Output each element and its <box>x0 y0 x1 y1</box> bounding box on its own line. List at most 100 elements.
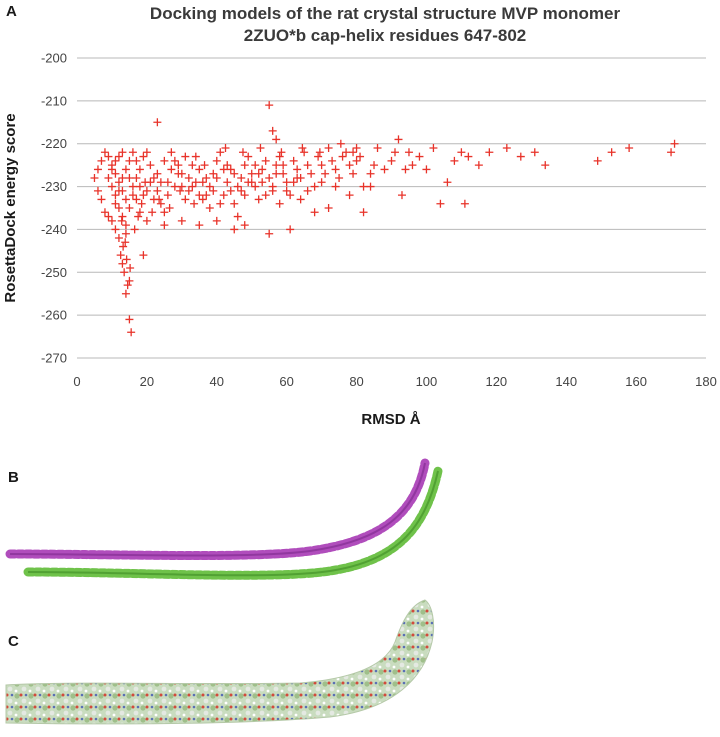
data-point <box>125 315 134 324</box>
data-point <box>240 221 249 230</box>
data-point <box>286 225 295 234</box>
data-point <box>345 191 354 200</box>
data-point <box>114 204 123 212</box>
data-point <box>125 276 134 285</box>
data-point <box>429 144 438 152</box>
data-point <box>404 148 413 157</box>
data-point <box>502 144 511 152</box>
data-point <box>238 148 247 157</box>
data-point <box>167 148 176 157</box>
data-point <box>349 148 358 157</box>
data-point <box>120 268 129 277</box>
data-point <box>125 174 134 182</box>
panel-label-a: A <box>6 3 17 20</box>
data-point <box>593 156 602 165</box>
data-point <box>216 199 225 208</box>
data-point <box>100 148 109 157</box>
data-point <box>408 161 417 170</box>
data-point <box>114 152 123 161</box>
data-point <box>237 174 246 182</box>
data-point <box>100 208 109 217</box>
data-point <box>289 178 298 187</box>
data-point <box>118 259 127 268</box>
data-point <box>191 178 200 187</box>
data-point <box>104 174 113 182</box>
data-point <box>156 199 165 208</box>
data-point <box>460 199 469 208</box>
data-point <box>176 186 185 195</box>
data-point <box>387 156 396 165</box>
data-point <box>443 178 452 187</box>
data-point <box>359 208 368 217</box>
data-point <box>139 191 148 200</box>
data-point <box>188 161 197 170</box>
data-point <box>356 152 365 161</box>
data-point <box>135 208 144 217</box>
data-point <box>345 161 354 170</box>
data-point <box>342 148 351 157</box>
data-point <box>307 169 316 178</box>
data-point <box>331 165 340 174</box>
data-point <box>251 182 260 191</box>
data-point <box>190 199 199 208</box>
data-point <box>254 195 263 204</box>
data-point <box>118 148 127 157</box>
chart-title-line-1: Docking models of the rat crystal struct… <box>150 4 621 23</box>
data-point <box>121 289 130 298</box>
data-point <box>149 174 158 182</box>
data-point <box>165 204 174 212</box>
data-point <box>107 216 116 225</box>
data-point <box>625 144 634 152</box>
data-point <box>212 156 221 165</box>
data-point <box>303 161 312 170</box>
data-point <box>279 161 288 170</box>
data-point <box>135 182 144 191</box>
data-point <box>223 178 232 187</box>
x-tick-label: 160 <box>625 374 647 389</box>
data-point <box>485 148 494 157</box>
data-point <box>142 186 151 195</box>
y-tick-label: -250 <box>41 265 67 280</box>
data-point <box>97 156 106 165</box>
data-point <box>397 191 406 200</box>
data-point <box>122 255 131 264</box>
data-point <box>289 156 298 165</box>
data-point <box>310 208 319 217</box>
data-point <box>247 169 256 178</box>
data-point <box>167 165 176 174</box>
data-point <box>272 135 281 144</box>
data-point <box>261 191 270 200</box>
data-point <box>338 152 347 161</box>
data-point <box>422 165 431 174</box>
data-point <box>366 169 375 178</box>
data-point <box>177 169 186 178</box>
data-point <box>317 178 326 187</box>
data-point <box>516 152 525 161</box>
data-point <box>303 186 312 195</box>
data-point <box>97 195 106 204</box>
data-point <box>349 169 358 178</box>
data-point <box>298 144 307 152</box>
x-tick-label: 80 <box>349 374 363 389</box>
data-point <box>359 182 368 191</box>
data-point <box>205 182 214 191</box>
data-point <box>352 156 361 165</box>
surface-model-figure <box>5 599 435 725</box>
data-point <box>184 174 193 182</box>
data-point <box>219 165 228 174</box>
gridlines <box>77 57 706 359</box>
data-point <box>200 161 209 170</box>
data-point <box>244 152 253 161</box>
data-point <box>310 182 319 191</box>
data-point <box>401 165 410 174</box>
data-point <box>163 178 172 187</box>
data-point <box>111 169 120 178</box>
data-point <box>181 152 190 161</box>
data-point <box>128 191 137 200</box>
data-point <box>373 144 382 152</box>
data-point <box>457 148 466 157</box>
data-point <box>237 186 246 195</box>
data-point <box>160 208 169 217</box>
data-point <box>117 216 126 225</box>
data-point <box>170 156 179 165</box>
